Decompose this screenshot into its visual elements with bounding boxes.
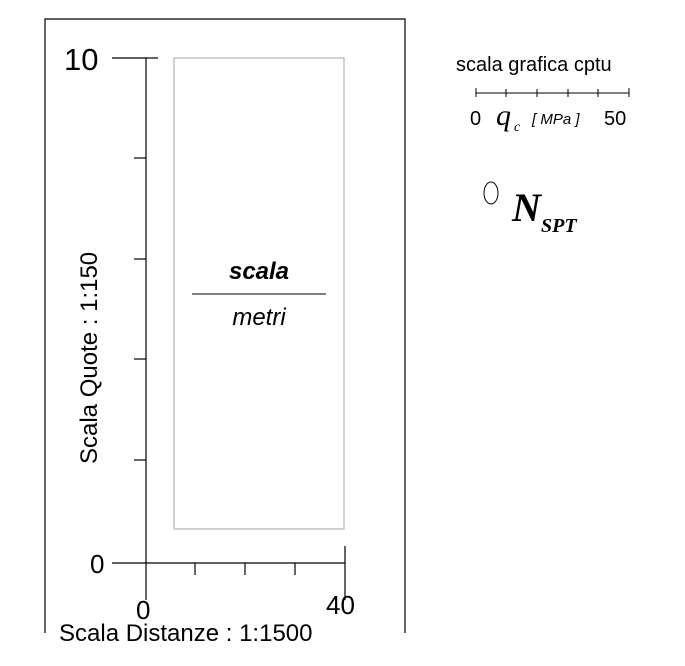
inner-rectangle	[173, 57, 345, 530]
cptu-scale-max: 50	[604, 108, 626, 130]
spt-symbol: N	[511, 185, 543, 230]
y-axis-label: Scala Quote : 1:150	[76, 252, 103, 464]
center-label-bottom: metri	[232, 304, 286, 331]
x-label-left: 0	[136, 595, 150, 625]
cptu-unit: [ MPa ]	[531, 111, 580, 128]
cptu-subscript: c	[514, 120, 521, 135]
outer-frame	[44, 18, 406, 633]
y-label-bottom: 0	[90, 549, 104, 579]
center-label-top: scala	[229, 258, 289, 285]
cptu-symbol: q	[496, 99, 511, 132]
spt-ellipse-icon	[483, 181, 499, 205]
cptu-scale-min: 0	[470, 108, 481, 130]
y-label-top: 10	[64, 42, 98, 77]
cptu-scale-title: scala grafica cptu	[456, 54, 612, 76]
spt-subscript: SPT	[541, 215, 577, 237]
x-label-right: 40	[326, 590, 355, 620]
x-axis-label: Scala Distanze : 1:1500	[59, 620, 313, 647]
